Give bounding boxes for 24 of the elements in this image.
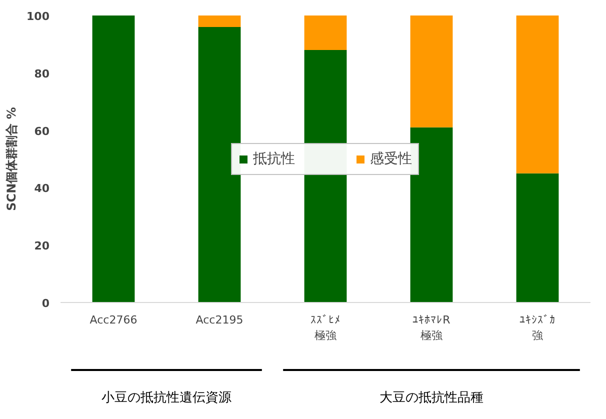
- y-tick-label: 80: [34, 67, 50, 80]
- y-tick-label: 0: [42, 297, 50, 310]
- y-axis-title: SCN個体群割合 %: [4, 107, 19, 211]
- bar: [410, 16, 453, 128]
- text: 小豆の抵抗性遺伝資源: [102, 390, 232, 406]
- x-tick-label: Acc2766: [90, 314, 138, 326]
- bar: [198, 16, 241, 27]
- bar: [198, 26, 241, 302]
- y-tick-label: 60: [34, 124, 50, 138]
- x-tick-label: ｽｽﾞﾋﾒ極強: [310, 314, 340, 342]
- y-tick-label: 40: [34, 182, 50, 196]
- bar: [92, 16, 135, 302]
- bar: [304, 16, 347, 50]
- x-tick-label: Acc2195: [196, 314, 244, 326]
- legend-label: 感受性: [370, 150, 412, 168]
- text: 大豆の抵抗性品種: [380, 390, 484, 406]
- bar: [516, 173, 559, 302]
- y-tick-label: 20: [34, 240, 50, 253]
- x-tick-label: ﾕｷｼｽﾞｶ強: [520, 314, 556, 342]
- y-tick-label: 100: [26, 10, 50, 23]
- x-tick-label: ﾕｷﾎﾏﾚR極強: [412, 314, 451, 342]
- legend-label: 抵抗性: [253, 150, 295, 168]
- bar: [410, 127, 453, 302]
- bar: [516, 16, 559, 174]
